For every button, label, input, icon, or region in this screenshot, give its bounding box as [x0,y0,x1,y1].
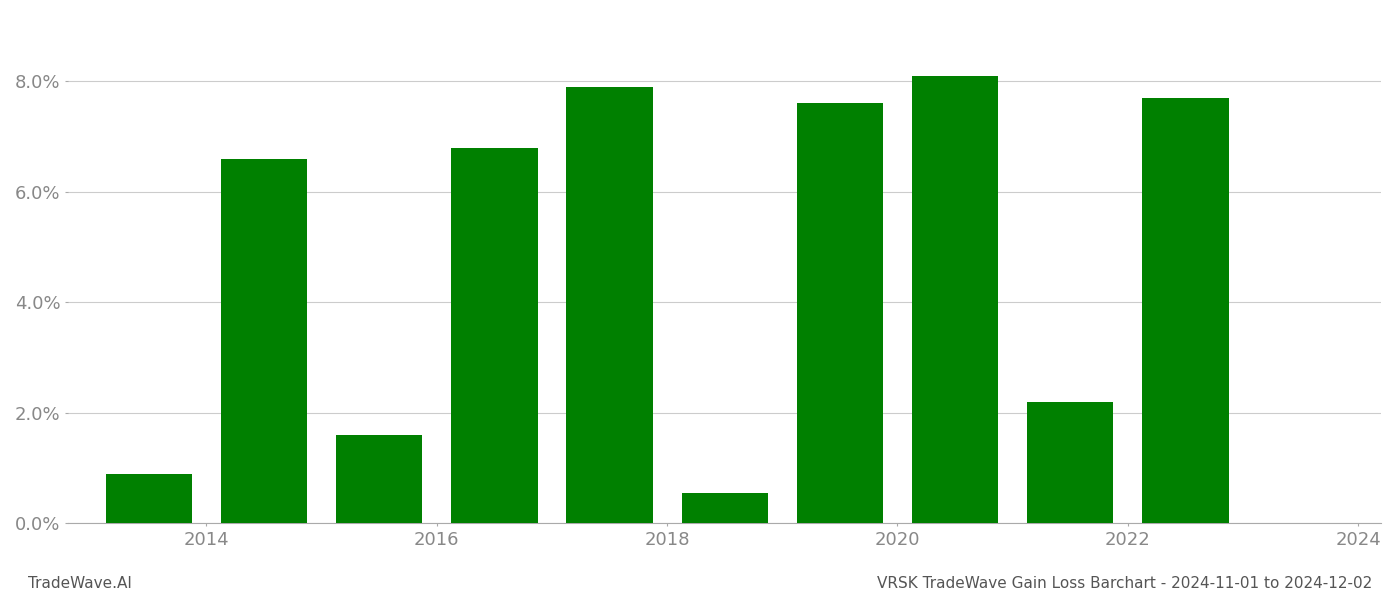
Bar [1028,402,1113,523]
Bar [797,103,883,523]
Bar [451,148,538,523]
Bar [911,76,998,523]
Bar [1142,98,1229,523]
Bar [336,435,423,523]
Text: TradeWave.AI: TradeWave.AI [28,576,132,591]
Bar [682,493,767,523]
Bar [567,87,652,523]
Text: VRSK TradeWave Gain Loss Barchart - 2024-11-01 to 2024-12-02: VRSK TradeWave Gain Loss Barchart - 2024… [876,576,1372,591]
Bar [221,158,307,523]
Bar [105,473,192,523]
